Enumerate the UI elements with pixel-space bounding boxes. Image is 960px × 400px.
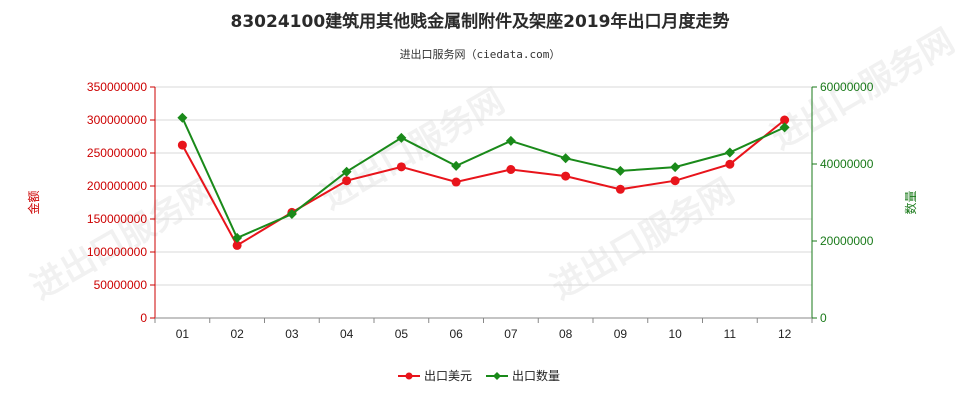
watermark-text: 进出口服务网 [545, 171, 742, 308]
data-point-diamond[interactable] [232, 232, 243, 243]
y-left-tick-label: 150000000 [87, 212, 147, 226]
legend-item[interactable]: 出口美元 [398, 369, 472, 383]
data-point-circle[interactable] [506, 165, 516, 174]
data-point-diamond[interactable] [560, 153, 571, 164]
watermark-text: 进出口服务网 [315, 81, 512, 218]
x-tick-label: 08 [559, 327, 573, 341]
y-right-tick-label: 20000000 [820, 234, 874, 248]
data-point-diamond[interactable] [779, 122, 790, 133]
x-tick-label: 04 [340, 327, 354, 341]
data-point-diamond[interactable] [615, 165, 626, 176]
data-point-circle[interactable] [670, 176, 680, 186]
x-tick-label: 05 [395, 327, 409, 341]
y-right-tick-label: 40000000 [820, 157, 874, 171]
data-point-circle[interactable] [725, 159, 735, 169]
y-left-tick-label: 100000000 [87, 245, 147, 259]
data-point-diamond[interactable] [505, 135, 516, 146]
tick-labels: 0500000001000000001500000002000000002500… [87, 80, 874, 341]
data-point-circle[interactable] [615, 184, 625, 194]
legend[interactable]: 出口美元 出口数量 [398, 368, 560, 383]
chart-title: 83024100建筑用其他贱金属制附件及架座2019年出口月度走势 [231, 11, 730, 32]
data-point-diamond[interactable] [341, 166, 352, 177]
x-tick-label: 11 [724, 327, 737, 341]
y-left-tick-label: 200000000 [87, 179, 147, 193]
data-point-diamond[interactable] [177, 112, 188, 123]
x-tick-label: 09 [614, 327, 628, 341]
legend-marker [405, 372, 413, 380]
data-point-circle[interactable] [561, 171, 571, 181]
chart-subtitle: 进出口服务网（ciedata.com） [400, 47, 561, 61]
data-point-diamond[interactable] [286, 209, 297, 220]
data-point-circle[interactable] [396, 162, 406, 172]
x-tick-label: 01 [176, 327, 190, 341]
x-tick-label: 10 [668, 327, 682, 341]
data-point-diamond[interactable] [670, 162, 681, 173]
axes [154, 87, 813, 319]
legend-label: 出口美元 [424, 369, 472, 383]
data-point-circle[interactable] [780, 115, 790, 125]
y-left-tick-label: 0 [140, 311, 147, 325]
series-layer [177, 112, 790, 250]
y-axis-left-title: 金额 [26, 190, 41, 214]
y-left-tick-label: 50000000 [94, 278, 148, 292]
y-axis-right-title: 数量 [903, 190, 918, 214]
y-left-tick-label: 250000000 [87, 146, 147, 160]
data-point-circle[interactable] [342, 176, 352, 186]
x-tick-label: 07 [504, 327, 518, 341]
data-point-circle[interactable] [451, 177, 461, 187]
y-left-tick-label: 350000000 [87, 80, 147, 94]
legend-label: 出口数量 [512, 368, 560, 383]
x-tick-label: 06 [449, 327, 463, 341]
data-point-circle[interactable] [232, 240, 242, 250]
y-right-tick-label: 60000000 [820, 80, 874, 94]
legend-marker [493, 372, 501, 380]
data-point-diamond[interactable] [396, 132, 407, 143]
y-left-tick-label: 300000000 [87, 113, 147, 127]
data-point-diamond[interactable] [451, 160, 462, 171]
legend-item[interactable]: 出口数量 [486, 368, 560, 383]
series-line [181, 117, 786, 240]
y-right-tick-label: 0 [820, 311, 827, 325]
x-tick-label: 12 [778, 327, 792, 341]
x-tick-label: 02 [230, 327, 244, 341]
data-point-circle[interactable] [177, 140, 187, 150]
x-tick-label: 03 [285, 327, 299, 341]
series-quantity [177, 112, 790, 243]
data-point-diamond[interactable] [724, 147, 735, 158]
